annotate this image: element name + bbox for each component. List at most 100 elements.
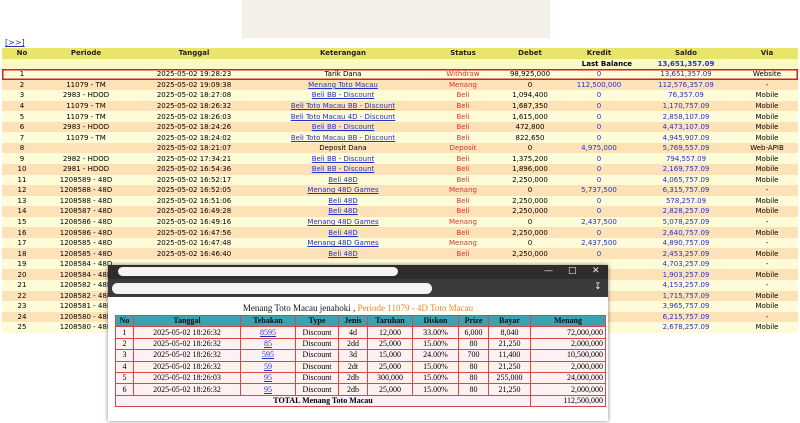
via: Mobile [755,112,779,121]
via-cell: Mobile [736,322,798,333]
keterangan[interactable]: Beli BB - Discount [311,123,375,132]
saldo-cell: 112,576,357.09 [636,79,736,91]
tanggal: 2025-05-02 16:52:17 [156,175,232,184]
keterangan[interactable]: Beli 48D [328,207,358,216]
column-header: Tanggal [130,48,258,59]
keterangan[interactable]: Beli BB - Discount [311,91,375,100]
tanggal-cell: 2025-05-02 16:52:05 [130,185,258,196]
no-cell: 4 [2,100,42,112]
tanggal-cell: 2025-05-02 19:09:38 [130,79,258,91]
bet-value[interactable]: 95 [264,373,272,383]
debet-cell: 0 [498,237,562,249]
bet-cell: 2,000,000 [530,337,606,351]
status: Deposit [449,144,477,153]
saldo-cell: 2,678,257.09 [636,322,736,333]
keterangan[interactable]: Beli 48D [328,175,358,184]
next-link[interactable]: [>>] [5,38,25,47]
via: Mobile [755,323,779,332]
bet-value[interactable]: 59 [264,361,272,371]
tanggal-cell: 2025-05-02 17:34:21 [130,153,258,165]
keterangan[interactable]: Beli BB - Discount [311,154,375,163]
kredit-cell: 0 [562,206,636,217]
periode-cell: 11079 - TM [42,100,130,112]
kredit-cell: 0 [562,90,636,101]
header-row: No Periode Tanggal Keterangan Status Debet Kre… [2,48,798,59]
blurred-url [112,283,432,294]
periode: 11079 - TM [66,102,106,110]
keterangan-cell [258,258,428,270]
via: - [765,312,769,321]
keterangan[interactable]: Beli Toto Macau BB - Discount [290,133,396,142]
popup-title-text: Menang Toto Macau jenahoki , [242,303,356,313]
bet-cell: 2025-05-02 18:26:03 [133,371,241,385]
via-cell: Website [736,69,798,80]
minimize-button[interactable]: — [544,266,553,276]
bet-value[interactable]: 595 [262,350,274,360]
transaction-row: 14 1208587 - 48D 2025-05-02 16:49:28 Beli 4… [2,206,798,217]
periode: 2983 - HDOD [62,91,110,100]
keterangan[interactable]: Menang 48D Games [307,218,379,227]
no: 17 [17,239,27,248]
keterangan[interactable]: Beli 48D [328,228,358,237]
popup-column-header: Prize [458,314,489,328]
bet-row: 6 2025-05-02 18:26:32 95 Discount 2db 25,000 1… [115,383,606,396]
keterangan[interactable]: Beli BB - Discount [311,165,375,174]
periode: 1208580 - 48D [59,312,113,321]
bet-value[interactable]: 8595 [260,327,276,337]
status: Beli [456,154,470,163]
keterangan-cell: Beli 48D [258,206,428,217]
spacer [2,58,498,70]
bet-value: 3d [349,350,357,360]
periode: 2982 - HDOD [62,154,110,163]
bet-cell: 25,000 [367,360,413,373]
bet-cell: 25,000 [367,337,413,351]
close-button[interactable]: ✕ [592,266,600,276]
keterangan[interactable]: Menang Toto Macau [308,80,378,89]
bet-cell: 255,000 [488,371,531,385]
download-button[interactable]: ↧ [594,282,602,292]
bet-value[interactable]: 95 [264,384,272,394]
status: Beli [456,196,470,205]
maximize-button[interactable]: □ [568,266,577,276]
periode-cell: 1208586 - 48D [42,216,130,228]
no: 13 [17,196,27,205]
saldo-cell: 5,769,557.09 [636,142,736,154]
debet: 0 [527,186,533,195]
keterangan[interactable]: Beli 48D [328,249,358,258]
bet-row: 5 2025-05-02 18:26:03 95 Discount 2db 300,000… [115,371,606,385]
bet-cell: 700 [458,349,489,362]
via: - [765,239,769,248]
keterangan[interactable]: Menang 48D Games [307,239,379,248]
saldo-cell: 4,065,757.09 [636,174,736,186]
no-cell: 14 [2,206,42,217]
kredit: 0 [596,70,602,79]
status-cell: Beli [428,153,498,165]
no: 14 [17,207,27,216]
saldo-cell: 6,215,757.09 [636,311,736,323]
keterangan[interactable]: Beli Toto Macau BB - Discount [290,102,396,110]
periode: 1208589 - 48D [59,175,113,184]
bet-value: 2025-05-02 18:26:32 [153,384,221,394]
kredit: 0 [596,133,602,142]
bet-cell: 4 [115,360,134,373]
bet-value: 2db [347,384,359,394]
bet-cell: 80 [458,360,489,373]
bet-value[interactable]: 85 [264,338,272,348]
saldo-cell: 2,453,257.09 [636,248,736,259]
status: Beli [456,102,470,110]
bet-cell: 10,500,000 [530,349,606,362]
tanggal: 2025-05-02 17:34:21 [156,154,232,163]
tanggal: 2025-05-02 18:21:07 [156,144,232,153]
via-cell: - [736,237,798,249]
keterangan[interactable]: Beli Toto Macau 4D - Discount [290,112,396,121]
status-cell: Menang [428,79,498,91]
no-cell: 8 [2,142,42,154]
bet-value: 2dd [347,338,359,348]
status: Beli [456,133,470,142]
saldo-cell: 794,557.09 [636,153,736,165]
keterangan[interactable]: Beli 48D [328,196,358,205]
via-cell: Mobile [736,206,798,217]
status-cell: Beli [428,100,498,112]
debet: 2,250,000 [512,175,548,184]
keterangan[interactable]: Menang 48D Games [307,186,379,195]
